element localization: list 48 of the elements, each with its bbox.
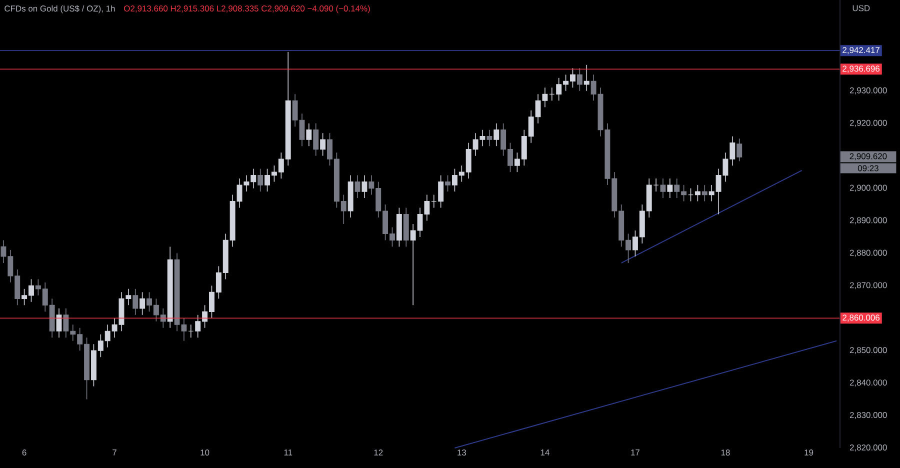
- candlestick: [56, 308, 62, 338]
- candlestick: [313, 122, 319, 156]
- candlestick: [688, 188, 694, 202]
- text: 09:23: [858, 165, 878, 172]
- y-tick-label: 2,890.000: [850, 217, 887, 224]
- candlestick: [306, 122, 312, 146]
- x-tick-label: 13: [458, 450, 466, 456]
- text: CFDs on Gold (US$ / OZ), 1h: [4, 5, 115, 14]
- y-tick-label: 2,880.000: [850, 250, 887, 257]
- x-tick-label: 14: [540, 450, 550, 456]
- y-tick-label: 2,840.000: [850, 380, 887, 387]
- y-tick-label: 2,850.000: [850, 347, 887, 354]
- candlestick: [667, 178, 673, 198]
- y-tick-label: 2,820.000: [850, 444, 887, 452]
- candlestick: [486, 129, 492, 146]
- candlestick: [140, 292, 146, 316]
- candlestick: [354, 174, 360, 198]
- candlestick: [660, 178, 666, 198]
- candlestick: [494, 122, 500, 146]
- x-tick-label: 17: [631, 450, 640, 456]
- text: 2,909.620: [850, 153, 887, 160]
- x-tick-label: 11: [284, 450, 292, 456]
- candlestick: [702, 184, 708, 202]
- y-axis-title: USD: [852, 5, 870, 12]
- y-tick-label: 2,900.000: [850, 184, 887, 192]
- candlestick: [445, 174, 451, 192]
- x-tick-label: 7: [112, 450, 116, 456]
- x-tick-label: 12: [374, 450, 383, 456]
- y-tick-label: 2,930.000: [850, 87, 887, 94]
- candlestick: [584, 64, 590, 92]
- candlestick: [320, 132, 326, 156]
- candlestick: [576, 68, 582, 92]
- candlestick: [362, 174, 368, 198]
- y-tick-label: 2,830.000: [850, 412, 887, 420]
- text: O2,913.660 H2,915.306 L2,908.335 C2,909.620 −4.090 (−0.14%): [124, 5, 370, 14]
- candlestick: [694, 184, 700, 202]
- candlestick: [736, 138, 742, 162]
- candlestick: [132, 288, 138, 316]
- y-tick-label: 2,920.000: [850, 120, 887, 127]
- x-tick-label: 6: [22, 450, 26, 456]
- x-tick-label: 10: [200, 450, 210, 456]
- x-tick-label: 19: [804, 450, 814, 456]
- ref-line-label: 2,936.696: [842, 66, 880, 73]
- ref-line-label: 2,860.006: [842, 314, 880, 322]
- candlestick: [258, 168, 264, 192]
- y-tick-label: 2,870.000: [850, 282, 887, 290]
- x-tick-label: 18: [721, 450, 730, 456]
- ref-line-label: 2,942.417: [842, 47, 880, 54]
